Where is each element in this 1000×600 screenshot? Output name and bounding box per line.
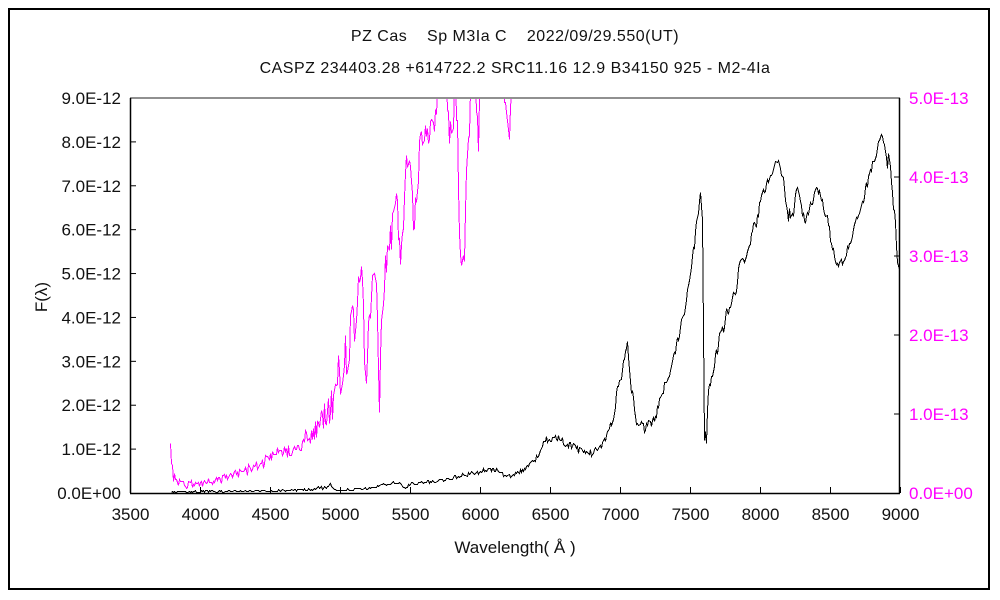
left-tick-label: 6.0E-12 xyxy=(61,221,121,240)
x-tick-label: 4500 xyxy=(252,505,290,524)
left-tick-label: 5.0E-12 xyxy=(61,265,121,284)
x-tick-label: 3500 xyxy=(112,505,150,524)
left-tick-label: 2.0E-12 xyxy=(61,396,121,415)
x-tick-label: 5000 xyxy=(322,505,360,524)
right-tick-label: 0.0E+00 xyxy=(909,484,973,503)
right-tick-label: 5.0E-13 xyxy=(909,89,969,108)
left-tick-label: 9.0E-12 xyxy=(61,89,121,108)
chart-subtitle: CASPZ 234403.28 +614722.2 SRC11.16 12.9 … xyxy=(259,60,771,77)
x-tick-label: 9000 xyxy=(882,505,920,524)
x-tick-label: 4000 xyxy=(182,505,220,524)
right-tick-label: 1.0E-13 xyxy=(909,405,969,424)
left-tick-label: 7.0E-12 xyxy=(61,177,121,196)
left-tick-label: 8.0E-12 xyxy=(61,133,121,152)
right-tick-label: 4.0E-13 xyxy=(909,168,969,187)
page-title: PZ Cas Sp M3Ia C 2022/09/29.550(UT) xyxy=(350,28,680,45)
left-tick-label: 1.0E-12 xyxy=(61,440,121,459)
left-tick-label: 3.0E-12 xyxy=(61,352,121,371)
series-pz-cas-flux-red-spectrum xyxy=(171,133,900,493)
x-tick-label: 8000 xyxy=(742,505,780,524)
x-tick-label: 8500 xyxy=(812,505,850,524)
x-tick-label: 5500 xyxy=(392,505,430,524)
right-tick-label: 3.0E-13 xyxy=(909,247,969,266)
series-pz-cas-flux-blue-spectrum xyxy=(170,98,512,490)
left-tick-label: 4.0E-12 xyxy=(61,308,121,327)
right-tick-label: 2.0E-13 xyxy=(909,326,969,345)
x-tick-label: 6500 xyxy=(532,505,570,524)
left-tick-label: 0.0E+00 xyxy=(57,484,121,503)
x-axis-label: Wavelength( Å ) xyxy=(454,538,576,557)
x-tick-label: 7500 xyxy=(672,505,710,524)
x-tick-label: 7000 xyxy=(602,505,640,524)
x-tick-label: 6000 xyxy=(462,505,500,524)
